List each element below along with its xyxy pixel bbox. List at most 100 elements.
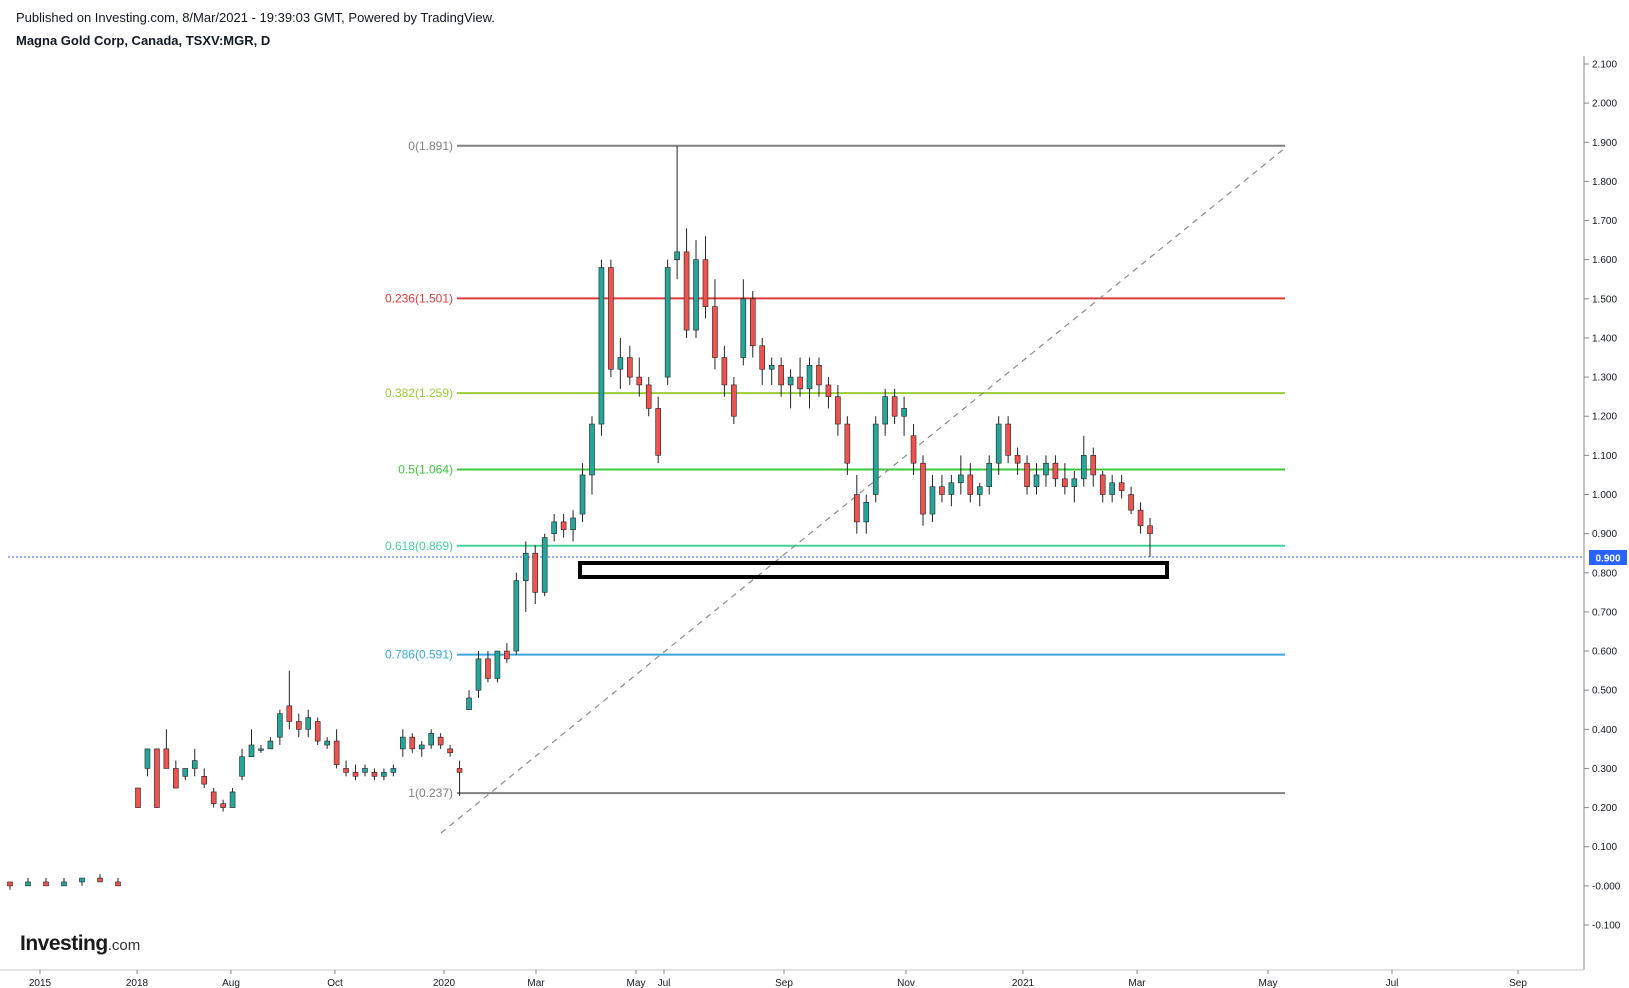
candle-up <box>1109 482 1115 495</box>
candle-up <box>806 365 813 390</box>
fib-level-label: 0.786(0.591) <box>385 648 453 662</box>
candle-down <box>797 376 803 390</box>
candle-up <box>1071 478 1078 487</box>
y-tick-label: 1.200 <box>1592 412 1617 423</box>
y-tick-label: 1.800 <box>1592 177 1617 188</box>
candle-up <box>589 423 595 476</box>
candle-up <box>929 486 936 515</box>
x-tick-label: 2018 <box>126 978 149 988</box>
candle-up <box>229 791 236 808</box>
fib-level-label: 1(0.237) <box>408 786 453 800</box>
candle-down <box>352 772 359 777</box>
candle-down <box>683 251 690 331</box>
x-tick-label: 2015 <box>29 978 52 988</box>
candle-down <box>778 365 784 386</box>
y-tick-label: 1.900 <box>1592 138 1617 149</box>
logo-brand: Investing <box>20 932 108 955</box>
investing-logo: Investing.com <box>20 932 140 956</box>
x-tick-label: Nov <box>897 978 915 988</box>
y-tick-label: 1.500 <box>1592 294 1617 305</box>
candles <box>7 146 1153 890</box>
candle-down <box>731 384 737 417</box>
candle-down <box>504 650 510 660</box>
candle-down <box>201 775 208 785</box>
candle-down <box>220 803 226 808</box>
y-tick-label: 1.000 <box>1592 490 1617 501</box>
candle-down <box>485 658 491 679</box>
x-tick-label: Aug <box>222 978 240 988</box>
candle-up <box>995 423 1002 464</box>
candle-down <box>967 474 974 495</box>
candle-up <box>617 357 624 370</box>
y-tick-label: 0.100 <box>1592 842 1617 853</box>
candle-up <box>901 408 907 417</box>
candle-up <box>61 881 67 887</box>
candle-down <box>43 881 49 887</box>
price-axis: 2.100 2.000 1.900 1.800 1.700 1.600 1.500 1.400… <box>1584 60 1621 932</box>
candle-down <box>210 791 217 804</box>
y-tick-label: 1.600 <box>1592 255 1617 266</box>
candle-down <box>712 306 718 358</box>
candle-up <box>182 768 189 777</box>
published-caption: Published on Investing.com, 8/Mar/2021 -… <box>16 10 495 25</box>
candle-down <box>295 721 302 730</box>
current-price-badge <box>1589 550 1627 565</box>
candle-down <box>371 772 378 777</box>
candle-down <box>1090 455 1097 476</box>
candle-up <box>390 768 397 773</box>
y-tick-label: 1.100 <box>1592 451 1617 462</box>
candle-down <box>154 748 160 808</box>
candle-up <box>324 740 330 746</box>
x-tick-label: Oct <box>327 978 343 988</box>
candle-down <box>655 408 661 456</box>
candle-down <box>645 384 652 409</box>
candle-down <box>1052 462 1059 480</box>
y-tick-label: 0.700 <box>1592 607 1617 618</box>
fib-level-label: 0.236(1.501) <box>385 291 453 305</box>
fib-level-label: 0.5(1.064) <box>398 462 453 476</box>
candle-up <box>1080 455 1087 480</box>
candle-down <box>702 259 709 307</box>
candle-down <box>286 705 293 722</box>
candle-up <box>191 760 198 769</box>
y-tick-label: 1.300 <box>1592 373 1617 384</box>
candle-down <box>835 396 841 425</box>
logo-suffix: .com <box>107 937 141 954</box>
candle-down <box>437 736 444 746</box>
candle-down <box>7 881 13 887</box>
candle-up <box>579 474 586 515</box>
x-tick-label: Sep <box>1509 978 1527 988</box>
y-tick-label: 1.700 <box>1592 216 1617 227</box>
candle-up <box>258 748 264 751</box>
candle-up <box>277 713 283 738</box>
candle-down <box>759 345 766 370</box>
candle-down <box>1137 509 1144 527</box>
candle-up <box>522 552 529 581</box>
y-tick-label: -0.000 <box>1592 881 1621 892</box>
candle-down <box>825 384 832 397</box>
candle-up <box>787 376 794 386</box>
candle-up <box>239 756 245 777</box>
candle-down <box>97 877 103 883</box>
x-tick-label: Mar <box>1128 978 1146 988</box>
candle-down <box>1099 474 1106 495</box>
y-tick-label: 1.400 <box>1592 333 1617 344</box>
y-tick-label: 2.000 <box>1592 99 1617 110</box>
candle-up <box>872 423 879 495</box>
candle-down <box>173 768 179 789</box>
candle-down <box>891 396 898 417</box>
candle-down <box>939 486 945 495</box>
candle-down <box>636 376 643 386</box>
fib-level-label: 0(1.891) <box>408 139 453 153</box>
candle-down <box>163 748 170 769</box>
candle-down <box>1014 455 1021 464</box>
candle-up <box>513 580 520 652</box>
candle-down <box>532 552 539 593</box>
candle-up <box>418 744 425 750</box>
y-tick-label: 2.100 <box>1592 60 1617 71</box>
candle-down <box>854 494 860 523</box>
candle-up <box>144 748 151 769</box>
candle-up <box>768 365 775 370</box>
candle-up <box>400 736 406 750</box>
